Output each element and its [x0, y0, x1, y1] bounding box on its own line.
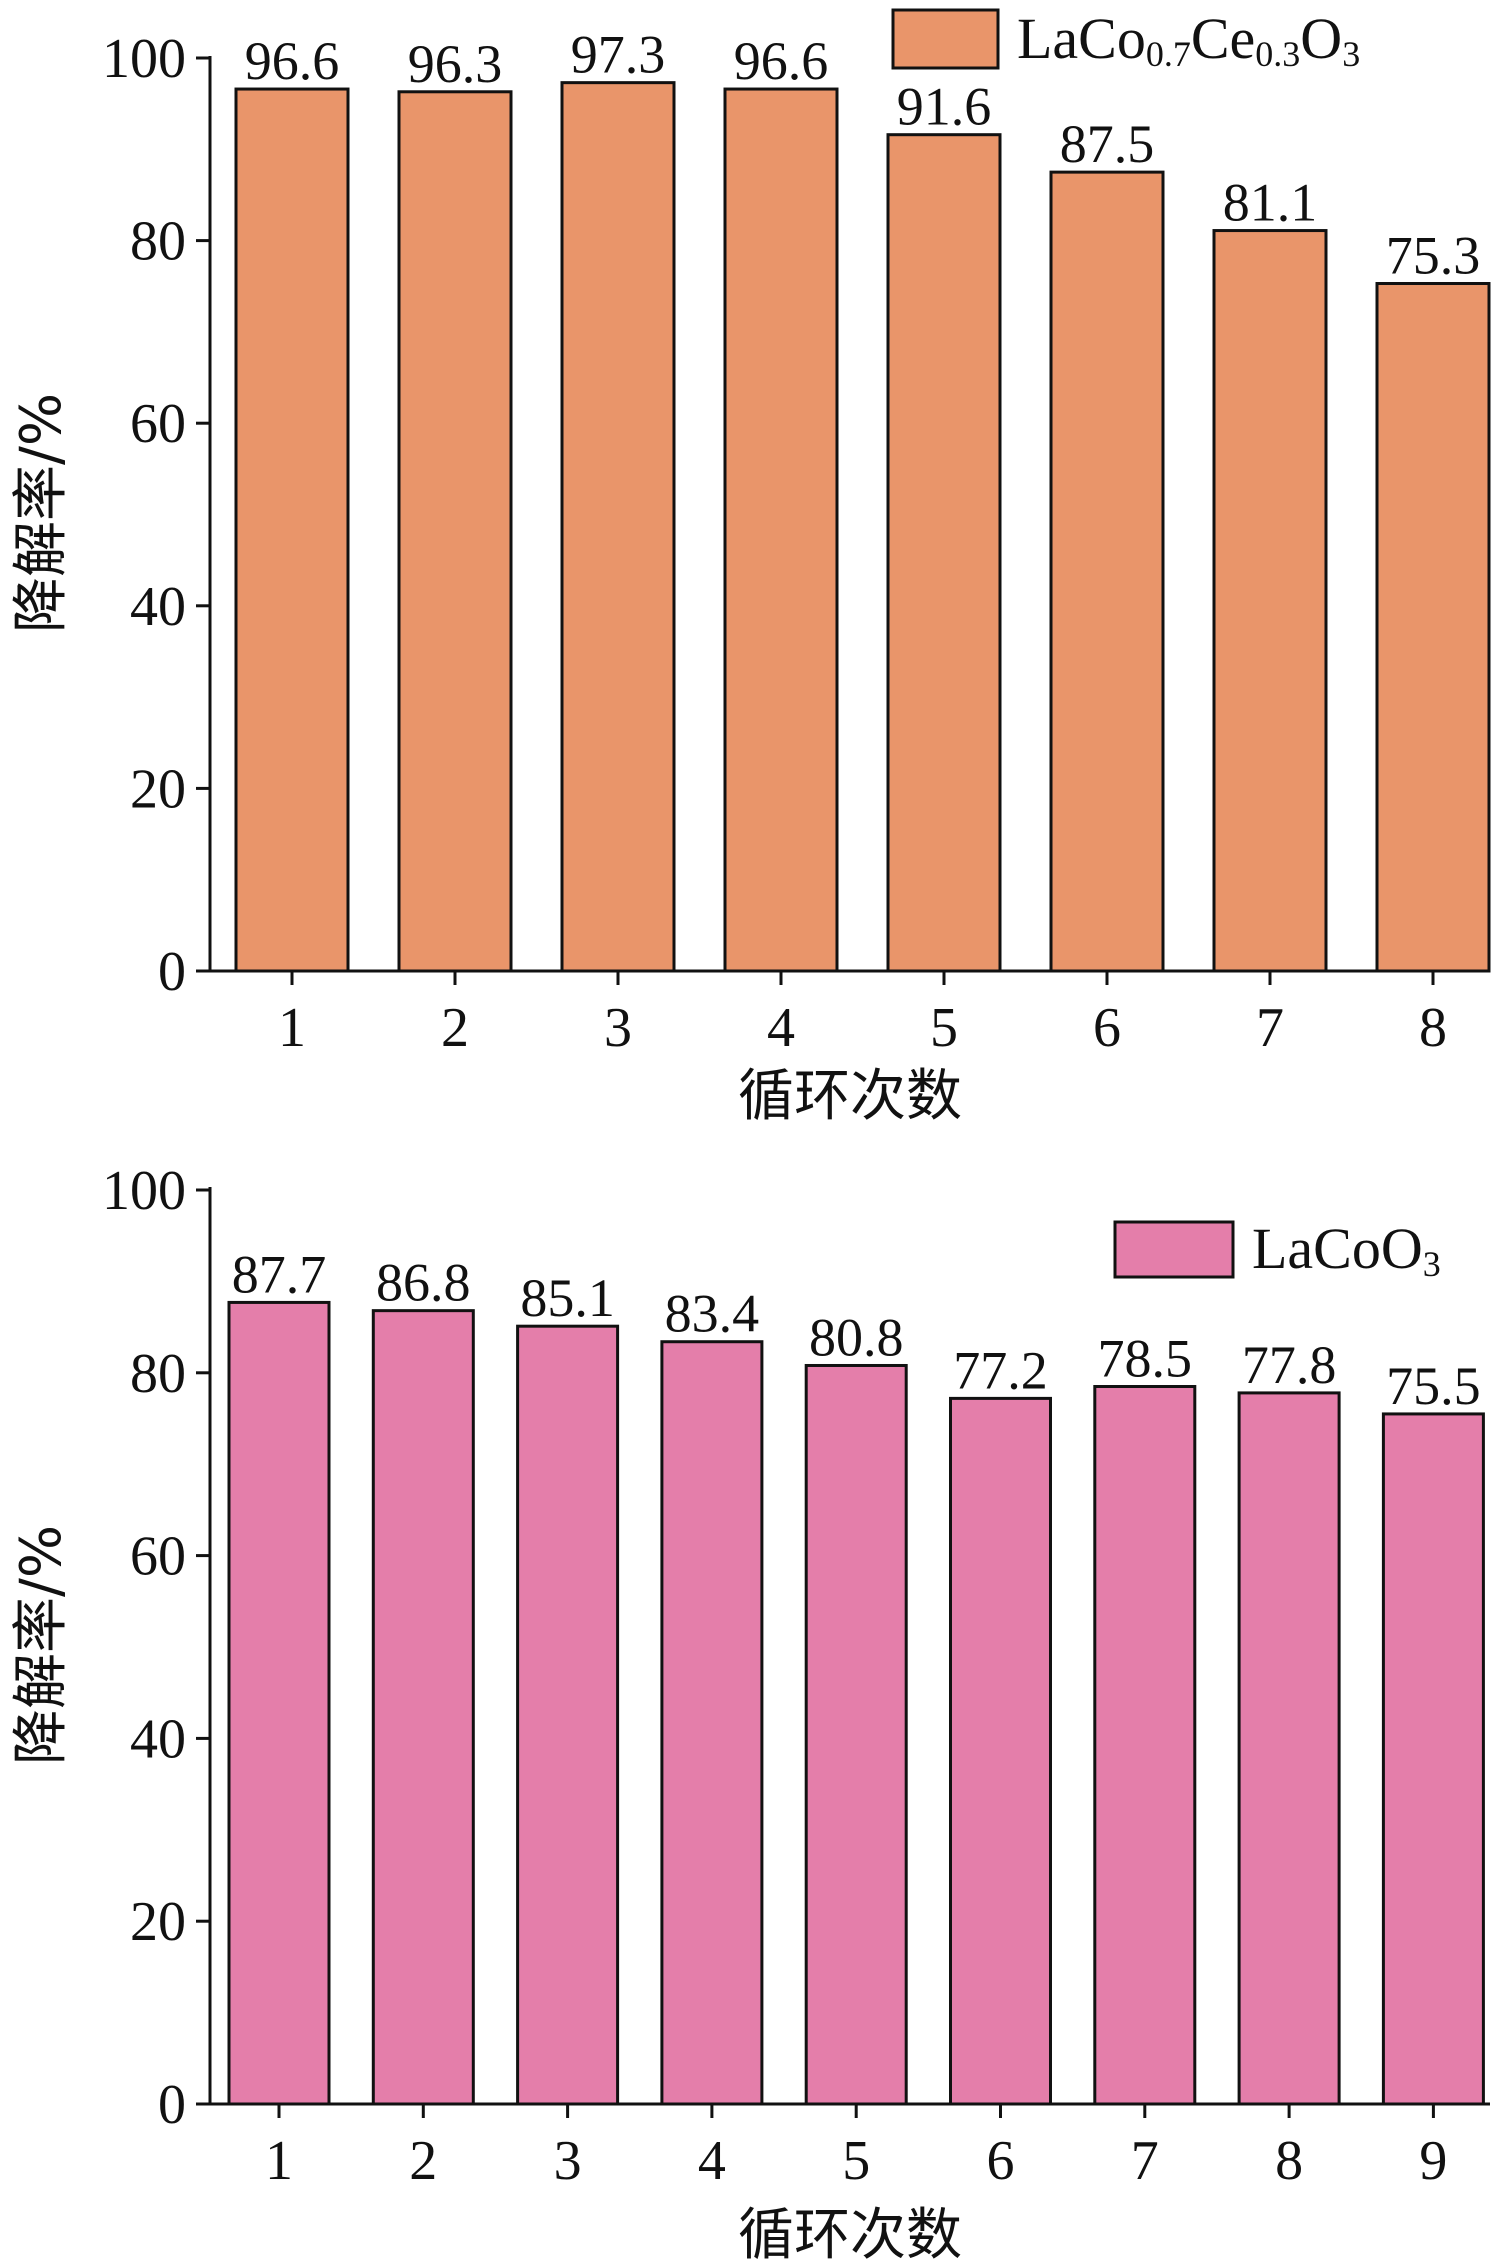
- y-tick-label-80: 80: [130, 1343, 186, 1405]
- data-label-4: 83.4: [665, 1284, 760, 1344]
- x-ticks: 1 2 3 4 5 6 7 8: [278, 971, 1447, 1059]
- y-tick-label-60: 60: [130, 1526, 186, 1588]
- x-tick-label-9: 9: [1419, 2130, 1447, 2192]
- data-label-2: 96.3: [408, 34, 503, 94]
- y-tick-label-20: 20: [130, 758, 186, 820]
- bar-9: [1381, 1412, 1485, 2106]
- bar-7: [1093, 1385, 1197, 2106]
- data-label-7: 78.5: [1098, 1329, 1193, 1389]
- bar-1: [234, 87, 350, 973]
- bar-series: [234, 81, 1491, 973]
- data-label-5: 80.8: [809, 1307, 904, 1367]
- y-ticks: 0 20 40 60 80 100: [102, 28, 210, 1003]
- legend-label: LaCo0.7Ce0.3O3: [1017, 6, 1360, 74]
- bar-2: [371, 1309, 475, 2106]
- data-label-1: 96.6: [245, 31, 340, 91]
- bar-8: [1375, 282, 1491, 973]
- data-label-5: 91.6: [897, 77, 992, 137]
- y-axis-title: 降解率/%: [9, 1525, 74, 1765]
- bar-2: [397, 90, 513, 973]
- y-tick-label-20: 20: [130, 1891, 186, 1953]
- x-axis-title: 循环次数: [738, 1064, 962, 1129]
- data-label-7: 81.1: [1223, 173, 1318, 233]
- y-tick-label-40: 40: [130, 576, 186, 638]
- bar-7: [1212, 229, 1328, 973]
- bar-1: [227, 1300, 331, 2106]
- data-label-2: 86.8: [376, 1253, 471, 1313]
- legend-swatch: [891, 8, 1000, 70]
- y-tick-label-0: 0: [158, 2074, 186, 2136]
- x-tick-label-8: 8: [1419, 997, 1447, 1059]
- y-tick-label-80: 80: [130, 211, 186, 273]
- x-tick-label-1: 1: [278, 997, 306, 1059]
- y-tick-label-100: 100: [102, 1160, 186, 1222]
- x-tick-label-5: 5: [930, 997, 958, 1059]
- x-tick-label-3: 3: [554, 2130, 582, 2192]
- bar-4: [660, 1340, 764, 2106]
- legend: LaCoO3: [1113, 1216, 1441, 1284]
- x-tick-label-3: 3: [604, 997, 632, 1059]
- data-label-9: 75.5: [1386, 1356, 1481, 1416]
- x-tick-label-6: 6: [1093, 997, 1121, 1059]
- x-tick-label-2: 2: [409, 2130, 437, 2192]
- bar-5: [886, 133, 1002, 973]
- chart-bottom: 87.7 86.8 85.1 83.4 80.877.2 78.5 77.8 75.5 020…: [9, 1160, 1490, 2267]
- bar-3: [516, 1324, 620, 2106]
- y-tick-label-60: 60: [130, 393, 186, 455]
- y-tick-label-40: 40: [130, 1708, 186, 1770]
- data-label-3: 85.1: [520, 1268, 615, 1328]
- x-ticks: 1 2 3 4 5 6 7 8 9: [265, 2104, 1447, 2192]
- x-axis-title: 循环次数: [738, 2203, 962, 2267]
- data-label-1: 87.7: [232, 1244, 327, 1304]
- data-labels: 87.7 86.8 85.1 83.4 80.8 77.2 78.5 77.8 75.5: [232, 1244, 1481, 1416]
- bar-8: [1237, 1391, 1341, 2106]
- y-ticks: 0 20 40 60 80 100: [102, 1160, 210, 2136]
- x-tick-label-8: 8: [1275, 2130, 1303, 2192]
- y-tick-label-0: 0: [158, 941, 186, 1003]
- y-tick-label-100: 100: [102, 28, 186, 90]
- bar-4: [723, 87, 839, 973]
- bar-series: [227, 1300, 1485, 2106]
- bar-6: [949, 1396, 1052, 2106]
- x-tick-label-6: 6: [987, 2130, 1015, 2192]
- x-tick-label-4: 4: [767, 997, 795, 1059]
- x-tick-label-5: 5: [842, 2130, 870, 2192]
- x-tick-label-1: 1: [265, 2130, 293, 2192]
- bar-5: [804, 1363, 908, 2106]
- y-axis-title: 降解率/%: [9, 393, 74, 633]
- data-labels: 96.6 96.3 97.3 96.6 91.6 87.5 81.1 75.3: [245, 25, 1481, 286]
- data-label-6: 77.2: [953, 1340, 1048, 1400]
- data-label-8: 75.3: [1386, 226, 1481, 286]
- data-label-8: 77.8: [1242, 1335, 1337, 1395]
- data-label-3: 97.3: [571, 25, 666, 85]
- bar-3: [560, 81, 676, 973]
- legend-swatch: [1113, 1220, 1235, 1279]
- data-label-6: 87.5: [1060, 114, 1155, 174]
- bar-6: [1049, 170, 1165, 973]
- x-tick-label-7: 7: [1131, 2130, 1159, 2192]
- x-tick-label-7: 7: [1256, 997, 1284, 1059]
- x-tick-label-4: 4: [698, 2130, 726, 2192]
- chart-top: 96.6 96.3 97.3 96.691.687.581.175.3 0204060…: [9, 6, 1491, 1129]
- legend: LaCo0.7Ce0.3O3: [891, 6, 1360, 74]
- legend-label: LaCoO3: [1252, 1216, 1441, 1284]
- data-label-4: 96.6: [734, 31, 829, 91]
- x-tick-label-2: 2: [441, 997, 469, 1059]
